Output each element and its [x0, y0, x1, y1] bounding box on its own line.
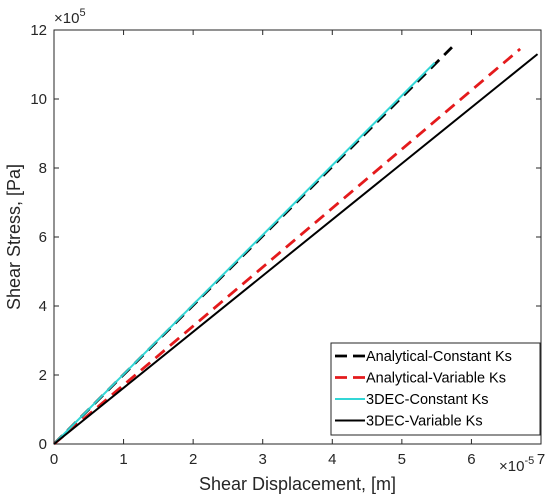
y-tick-label: 0 [39, 436, 47, 453]
x-tick-label: 1 [119, 451, 127, 468]
x-tick-label: 0 [50, 451, 58, 468]
series-line-4 [53, 53, 539, 445]
series-line-2 [53, 47, 522, 446]
y-axis-label: Shear Stress, [Pa] [4, 164, 24, 310]
legend-label-3: 3DEC-Constant Ks [366, 392, 489, 408]
x-tick-label: 3 [259, 451, 267, 468]
x-tick-label: 4 [328, 451, 336, 468]
legend-box [330, 342, 541, 436]
x-tick-label: 5 [398, 451, 406, 468]
y-tick-label: 4 [39, 298, 47, 315]
x-exponent-label: ×10-5 [499, 455, 534, 475]
y-tick-label: 12 [30, 22, 47, 39]
y-exponent-label: ×105 [54, 7, 86, 27]
x-tick-label: 6 [467, 451, 475, 468]
y-tick-label: 6 [39, 229, 47, 246]
legend-label-2: Analytical-Variable Ks [366, 371, 506, 387]
series-line-3 [53, 62, 436, 445]
y-tick-label: 8 [39, 160, 47, 177]
legend-label-4: 3DEC-Variable Ks [366, 414, 483, 430]
legend: Analytical-Constant Ks Analytical-Variabl… [330, 342, 541, 436]
x-axis-label: Shear Displacement, [m] [199, 474, 396, 494]
legend-label-1: Analytical-Constant Ks [366, 349, 512, 365]
y-tick-label: 2 [39, 367, 47, 384]
x-tick-label: 7 [537, 451, 545, 468]
y-tick-label: 10 [30, 91, 47, 108]
x-tick-label: 2 [189, 451, 197, 468]
